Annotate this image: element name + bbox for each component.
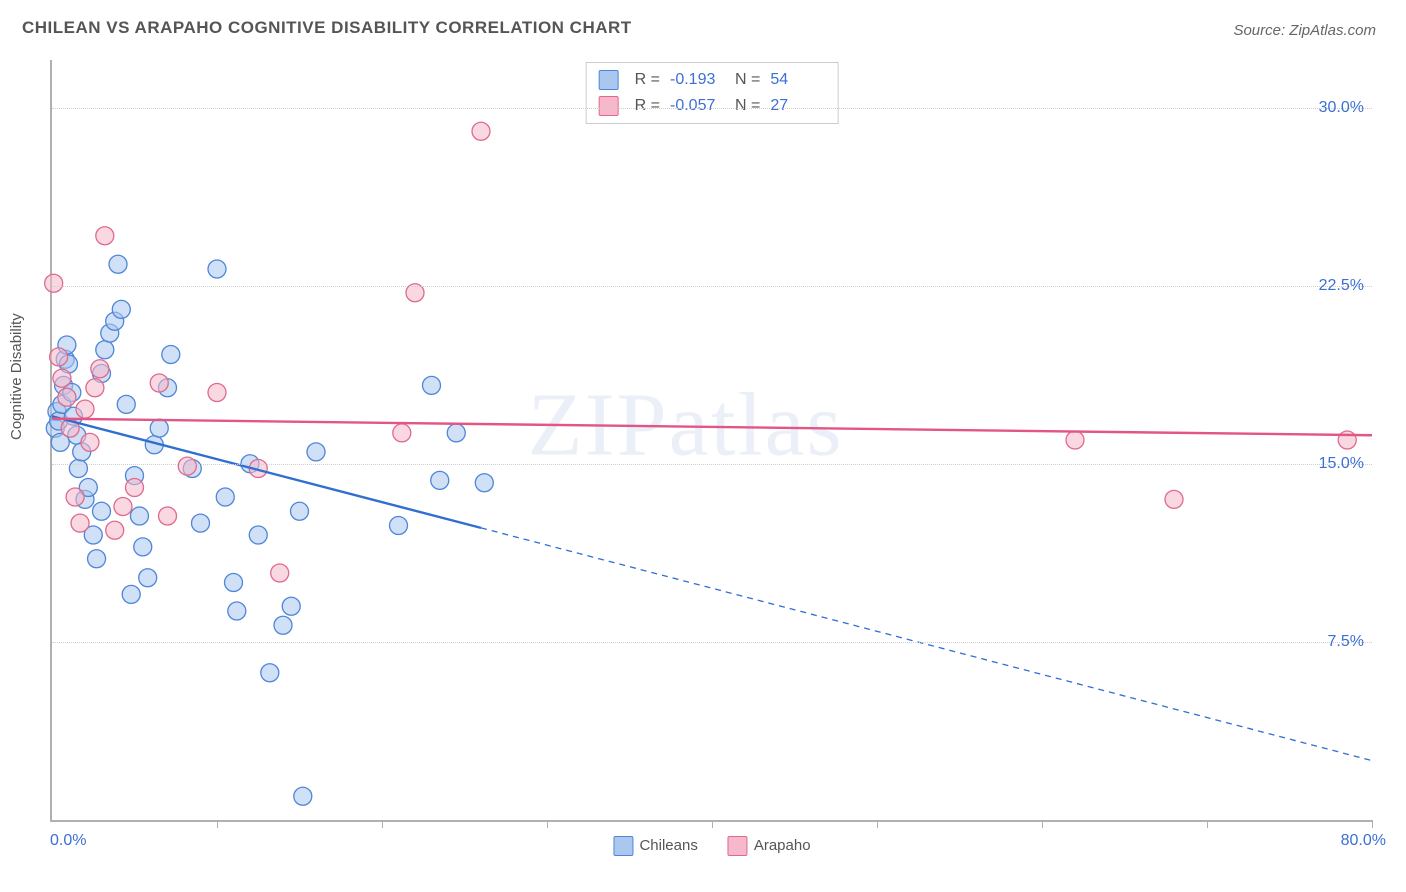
data-point — [447, 424, 465, 442]
data-point — [208, 384, 226, 402]
trend-line — [52, 419, 1372, 436]
data-point — [88, 550, 106, 568]
trend-line — [481, 528, 1372, 761]
data-point — [159, 507, 177, 525]
stat-row: R = -0.193 N = 54 — [599, 67, 826, 93]
legend-item: Chileans — [613, 836, 697, 856]
x-axis-max-label: 80.0% — [1341, 832, 1386, 850]
r-value: -0.193 — [670, 67, 725, 93]
data-point — [58, 388, 76, 406]
data-point — [271, 564, 289, 582]
data-point — [126, 479, 144, 497]
data-point — [150, 374, 168, 392]
y-tick-label: 22.5% — [1319, 277, 1364, 295]
data-point — [45, 274, 63, 292]
source-attribution: Source: ZipAtlas.com — [1233, 22, 1376, 39]
y-axis-label: Cognitive Disability — [8, 313, 25, 440]
data-point — [96, 227, 114, 245]
data-point — [130, 507, 148, 525]
chart-title: CHILEAN VS ARAPAHO COGNITIVE DISABILITY … — [22, 18, 632, 38]
legend-label: Arapaho — [754, 837, 811, 854]
r-label: R = — [635, 93, 660, 119]
gridline — [52, 642, 1372, 643]
data-point — [1066, 431, 1084, 449]
data-point — [192, 514, 210, 532]
gridline — [52, 286, 1372, 287]
data-point — [117, 395, 135, 413]
y-tick-label: 15.0% — [1319, 455, 1364, 473]
data-point — [261, 664, 279, 682]
r-label: R = — [635, 67, 660, 93]
legend-swatch — [613, 836, 633, 856]
data-point — [91, 360, 109, 378]
data-point — [291, 502, 309, 520]
n-label: N = — [735, 67, 760, 93]
data-point — [216, 488, 234, 506]
data-point — [96, 341, 114, 359]
data-point — [472, 122, 490, 140]
x-tick — [547, 820, 548, 828]
data-point — [53, 369, 71, 387]
data-point — [69, 460, 87, 478]
data-point — [162, 346, 180, 364]
data-point — [114, 498, 132, 516]
data-point — [225, 574, 243, 592]
scatter-svg — [52, 60, 1372, 820]
data-point — [71, 514, 89, 532]
legend-swatch — [728, 836, 748, 856]
data-point — [208, 260, 226, 278]
legend-bottom: Chileans Arapaho — [613, 836, 810, 856]
data-point — [282, 597, 300, 615]
y-tick-label: 7.5% — [1328, 633, 1364, 651]
data-point — [50, 348, 68, 366]
n-value: 54 — [770, 67, 825, 93]
data-point — [109, 255, 127, 273]
data-point — [294, 787, 312, 805]
legend-swatch — [599, 70, 619, 90]
data-point — [86, 379, 104, 397]
data-point — [431, 471, 449, 489]
data-point — [307, 443, 325, 461]
data-point — [93, 502, 111, 520]
x-tick — [1207, 820, 1208, 828]
legend-item: Arapaho — [728, 836, 811, 856]
data-point — [81, 433, 99, 451]
data-point — [139, 569, 157, 587]
x-tick — [1372, 820, 1373, 828]
data-point — [178, 457, 196, 475]
data-point — [106, 521, 124, 539]
data-point — [393, 424, 411, 442]
data-point — [423, 376, 441, 394]
gridline — [52, 464, 1372, 465]
data-point — [475, 474, 493, 492]
y-tick-label: 30.0% — [1319, 99, 1364, 117]
r-value: -0.057 — [670, 93, 725, 119]
stats-box: R = -0.193 N = 54 R = -0.057 N = 27 — [586, 62, 839, 124]
data-point — [122, 585, 140, 603]
stat-row: R = -0.057 N = 27 — [599, 93, 826, 119]
plot-area: ZIPatlas R =-0.193N =54R =-0.057N =27 Ch… — [50, 60, 1372, 822]
x-tick — [382, 820, 383, 828]
x-tick — [712, 820, 713, 828]
data-point — [112, 300, 130, 318]
data-point — [249, 526, 267, 544]
data-point — [274, 616, 292, 634]
data-point — [150, 419, 168, 437]
x-axis-origin-label: 0.0% — [50, 832, 86, 850]
data-point — [66, 488, 84, 506]
x-tick — [1042, 820, 1043, 828]
legend-swatch — [599, 96, 619, 116]
data-point — [134, 538, 152, 556]
data-point — [390, 517, 408, 535]
data-point — [1165, 490, 1183, 508]
gridline — [52, 108, 1372, 109]
legend-label: Chileans — [639, 837, 697, 854]
data-point — [228, 602, 246, 620]
n-label: N = — [735, 93, 760, 119]
x-tick — [877, 820, 878, 828]
x-tick — [217, 820, 218, 828]
data-point — [76, 400, 94, 418]
n-value: 27 — [770, 93, 825, 119]
